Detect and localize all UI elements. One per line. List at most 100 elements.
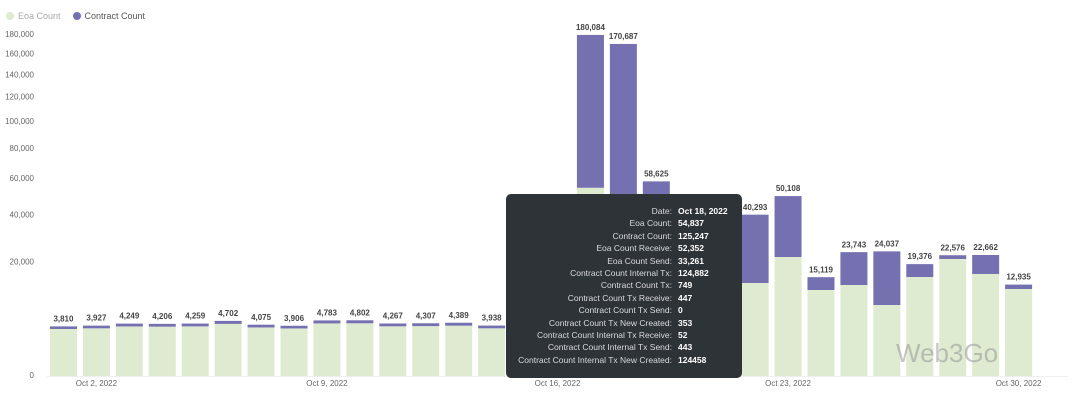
- tooltip-label: Contract Count Tx Receive:: [567, 292, 672, 303]
- tooltip-row: Contract Count Tx Send: 0: [506, 305, 742, 317]
- legend-swatch: [72, 12, 81, 20]
- tooltip-value: 443: [678, 342, 693, 353]
- bar-segment: [412, 323, 440, 327]
- tooltip-row: Contract Count Tx New Created: 353: [506, 318, 742, 330]
- tooltip-row: Contract Count: 125,247: [506, 231, 742, 243]
- y-tick-label: 20,000: [10, 257, 35, 266]
- bar-segment: [840, 284, 868, 376]
- bar-segment: [181, 326, 209, 376]
- bar-segment: [379, 326, 407, 376]
- x-tick-label: Oct 30, 2022: [996, 379, 1042, 388]
- tooltip-row: Contract Count Tx: 749: [506, 280, 742, 292]
- bar-segment: [247, 324, 275, 328]
- tooltip-value: 52,352: [678, 243, 704, 254]
- total-label: 170,687: [609, 32, 638, 41]
- total-label: 3,810: [53, 314, 74, 323]
- total-label: 4,206: [152, 312, 173, 321]
- bar-segment: [939, 255, 967, 260]
- y-tick-label: 60,000: [10, 174, 35, 183]
- bar-segment: [346, 323, 374, 376]
- bar-segment: [148, 323, 176, 327]
- total-label: 19,376: [908, 252, 933, 261]
- total-label: 4,249: [119, 312, 140, 321]
- tooltip-row: Contract Count Internal Tx New Created: 1…: [506, 355, 742, 367]
- bar-segment: [82, 328, 110, 376]
- legend: Eoa Count Contract Count: [6, 11, 145, 21]
- total-label: 180,084: [576, 23, 605, 32]
- bar-segment: [379, 323, 407, 327]
- bar-segment: [313, 323, 341, 376]
- y-tick-label: 40,000: [10, 210, 35, 219]
- bar-segment: [478, 325, 506, 329]
- bar-segment: [741, 282, 769, 376]
- legend-label: Contract Count: [84, 11, 146, 21]
- bar-segment: [873, 305, 901, 376]
- bar-segment: [906, 264, 934, 278]
- tooltip: Date: Oct 18, 2022 Eoa Count: 54,837 Contrac…: [506, 194, 742, 378]
- tooltip-row: Date: Oct 18, 2022: [506, 206, 742, 218]
- tooltip-label: Eoa Count:: [629, 218, 672, 229]
- bar-segment: [807, 277, 835, 290]
- bar-segment: [774, 257, 802, 376]
- tooltip-label: Contract Count Internal Tx New Created:: [518, 354, 672, 365]
- total-label: 4,802: [350, 308, 371, 317]
- total-label: 24,037: [875, 239, 900, 248]
- tooltip-value: Oct 18, 2022: [678, 206, 728, 216]
- bar-segment: [478, 328, 506, 376]
- total-label: 4,075: [251, 313, 272, 322]
- y-tick-label: 100,000: [5, 117, 34, 126]
- total-label: 4,259: [185, 312, 206, 321]
- bar-segment: [609, 43, 637, 197]
- tooltip-value: 353: [678, 317, 693, 328]
- tooltip-row: Eoa Count Receive: 52,352: [506, 243, 742, 255]
- tooltip-label: Contract Count Tx Send:: [578, 305, 672, 316]
- bar-segment: [807, 289, 835, 376]
- tooltip-row: Eoa Count: 54,837: [506, 218, 742, 230]
- legend-item[interactable]: Eoa Count: [6, 11, 61, 21]
- total-label: 15,119: [809, 265, 834, 274]
- total-label: 22,576: [940, 243, 965, 252]
- tooltip-label: Contract Count Internal Tx Send:: [547, 342, 672, 353]
- tooltip-label: Contract Count:: [612, 230, 672, 241]
- bar-segment: [346, 320, 374, 324]
- tooltip-row: Eoa Count Send: 33,261: [506, 256, 742, 268]
- total-label: 3,927: [86, 314, 107, 323]
- y-tick-label: 0: [30, 371, 35, 380]
- tooltip-label: Contract Count Tx New Created:: [548, 317, 672, 328]
- bar-segment: [840, 252, 868, 285]
- bar-segment: [214, 320, 242, 324]
- total-label: 22,662: [973, 243, 998, 252]
- bar-segment: [972, 273, 1000, 376]
- tooltip-value: 124,882: [678, 268, 709, 278]
- bar-segment: [181, 323, 209, 327]
- bar-segment: [972, 255, 1000, 274]
- tooltip-label: Date:: [651, 206, 672, 216]
- total-label: 50,108: [776, 184, 801, 193]
- total-label: 3,938: [482, 314, 503, 323]
- y-tick-label: 160,000: [5, 50, 34, 59]
- legend-label: Eoa Count: [18, 11, 61, 21]
- x-tick-label: Oct 2, 2022: [76, 379, 118, 388]
- bar-segment: [774, 196, 802, 258]
- total-label: 40,293: [743, 203, 768, 212]
- bar-segment: [49, 328, 77, 376]
- bar-segment: [906, 277, 934, 376]
- y-tick-label: 140,000: [5, 70, 34, 79]
- bar-segment: [115, 326, 143, 376]
- tooltip-value: 0: [678, 305, 683, 316]
- y-tick-label: 120,000: [5, 93, 34, 102]
- bar-segment: [939, 259, 967, 376]
- legend-item[interactable]: Contract Count: [72, 11, 146, 21]
- total-label: 4,783: [317, 309, 338, 318]
- bar-segment: [313, 320, 341, 324]
- tooltip-row: Contract Count Internal Tx: 124,882: [506, 268, 742, 280]
- bar-segment: [412, 326, 440, 376]
- y-tick-label: 180,000: [5, 30, 34, 39]
- total-label: 3,906: [284, 314, 305, 323]
- bar-segment: [82, 325, 110, 329]
- bar-segment: [873, 251, 901, 306]
- tooltip-row: Contract Count Tx Receive: 447: [506, 293, 742, 305]
- tooltip-label: Contract Count Internal Tx Receive:: [537, 330, 672, 340]
